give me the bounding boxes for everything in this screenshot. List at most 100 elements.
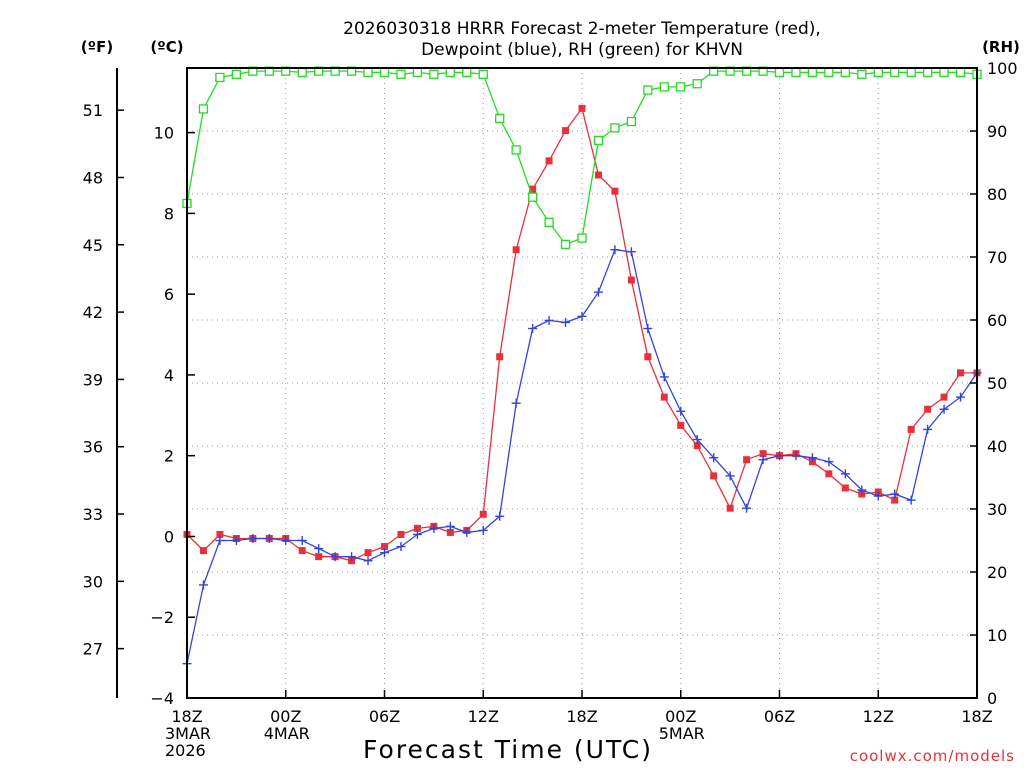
watermark: coolwx.com/models (850, 747, 1015, 765)
rh-tick-label: 60 (987, 311, 1007, 330)
celsius-tick-label: −2 (150, 608, 174, 627)
rh-point (840, 67, 850, 78)
temperature-point (660, 393, 668, 401)
temperature-point (298, 547, 306, 555)
temperature-point (216, 530, 224, 538)
rh-point (379, 67, 390, 78)
dewpoint-point (412, 529, 422, 539)
temperature-point (315, 553, 323, 561)
dewpoint-point (511, 398, 521, 408)
dewpoint-point (873, 491, 883, 501)
temperature-point (907, 425, 915, 433)
dewpoint-point (626, 247, 636, 257)
rh-tick-label: 30 (987, 500, 1007, 519)
rh-point (857, 69, 867, 79)
fahrenheit-tick-label: 33 (83, 505, 103, 524)
rh-tick-label: 50 (987, 374, 1007, 393)
rh-tick-label: 0 (987, 689, 997, 708)
rh-point (445, 67, 455, 78)
rh-point (412, 67, 423, 78)
dewpoint-point (198, 580, 208, 590)
dewpoint-point (330, 552, 340, 562)
x-tick-label: 00Z (270, 707, 301, 726)
rh-point (560, 239, 571, 250)
dewpoint-point (248, 533, 258, 543)
celsius-unit-label: (ºC) (150, 38, 183, 56)
dewpoint-point (561, 317, 571, 327)
dewpoint-point (363, 556, 373, 566)
chart-title: 2026030318 HRRR Forecast 2-meter Tempera… (343, 19, 821, 39)
dewpoint-point (939, 404, 949, 414)
dewpoint-point (643, 323, 653, 333)
dewpoint-point (593, 287, 603, 297)
rh-point (396, 69, 406, 79)
dewpoint-point (577, 311, 587, 321)
dewpoint-point (709, 453, 719, 463)
x-tick-label: 3MAR (165, 724, 211, 743)
rh-tick-label: 90 (987, 122, 1007, 141)
x-tick-label: 18Z (566, 707, 597, 726)
temperature-point (611, 187, 619, 195)
temperature-point (529, 185, 537, 193)
temperature-point (644, 353, 652, 361)
fahrenheit-tick-label: 36 (83, 438, 103, 457)
rh-tick-label: 20 (987, 563, 1007, 582)
temperature-point (924, 405, 932, 413)
temperature-point (199, 547, 207, 555)
dewpoint-point (758, 455, 768, 465)
fahrenheit-tick-label: 45 (83, 236, 103, 255)
rh-point (774, 67, 785, 78)
temperature-point (957, 369, 965, 377)
series-dewpoint (182, 245, 982, 669)
rh-unit-label: (RH) (982, 38, 1020, 56)
dewpoint-point (396, 542, 406, 552)
dewpoint-point (445, 521, 455, 531)
rh-point (363, 67, 373, 78)
dewpoint-point (544, 315, 554, 325)
fahrenheit-tick-label: 30 (83, 572, 103, 591)
dewpoint-point (610, 245, 620, 255)
temperature-point (446, 528, 454, 536)
temperature-point (726, 504, 734, 512)
temperature-point (891, 496, 899, 504)
temperature-point (496, 353, 504, 361)
rh-point (297, 67, 307, 78)
x-tick-label: 00Z (665, 707, 696, 726)
x-tick-label: 18Z (961, 707, 992, 726)
rh-point (231, 69, 242, 79)
rh-point (922, 67, 933, 78)
rh-point (939, 67, 949, 78)
x-tick-label: 2026 (165, 741, 206, 760)
rh-point (577, 233, 587, 243)
temperature-point (677, 421, 685, 429)
dewpoint-point (676, 406, 686, 416)
rh-point (478, 69, 488, 79)
temperature-point (512, 246, 520, 254)
dewpoint-point (281, 536, 291, 545)
rh-point (643, 85, 653, 95)
grid-lines (187, 68, 977, 698)
rh-point (692, 79, 702, 89)
chart-subtitle: Dewpoint (blue), RH (green) for KHVN (421, 40, 743, 60)
celsius-tick-label: 10 (154, 124, 174, 143)
rh-point (429, 69, 439, 79)
dewpoint-point (807, 453, 817, 463)
temperature-point (841, 484, 849, 492)
celsius-tick-label: 4 (164, 366, 174, 385)
dewpoint-point (215, 536, 225, 545)
dewpoint-point (791, 451, 801, 461)
fahrenheit-tick-label: 39 (83, 370, 103, 389)
fahrenheit-tick-label: 27 (83, 640, 103, 659)
rh-point (807, 67, 818, 78)
dewpoint-point (380, 548, 389, 558)
rh-point (890, 67, 900, 78)
dewpoint-point (478, 525, 488, 535)
x-tick-label: 06Z (764, 707, 795, 726)
dewpoint-point (462, 527, 472, 537)
temperature-point (397, 530, 405, 538)
celsius-tick-label: 8 (164, 204, 174, 223)
x-tick-label: 12Z (468, 707, 499, 726)
dewpoint-point (824, 457, 834, 467)
